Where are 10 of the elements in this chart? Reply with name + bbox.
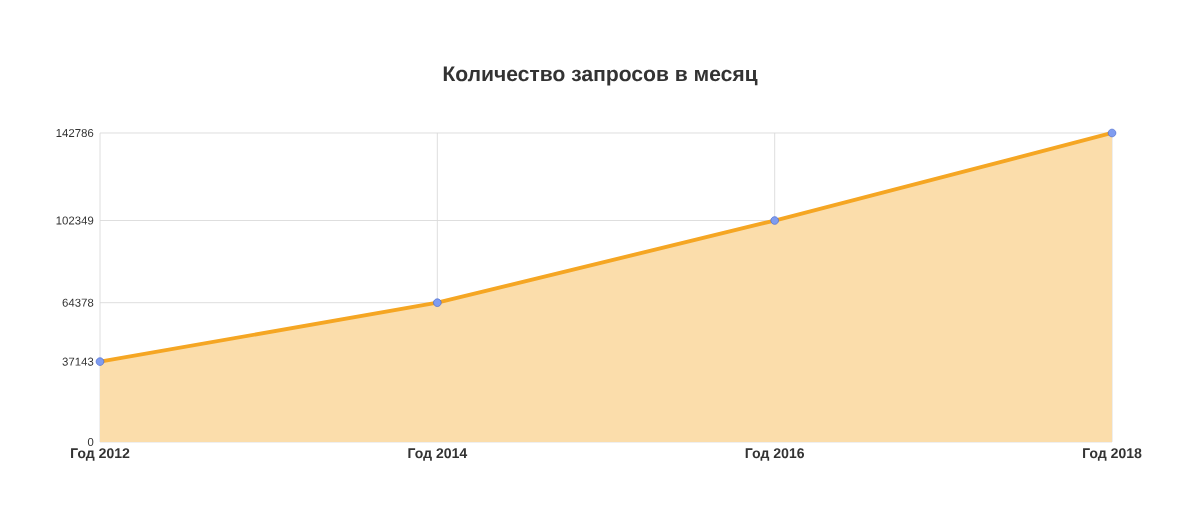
y-tick-label: 102349 — [56, 216, 94, 225]
y-tick-label: 142786 — [56, 128, 94, 138]
chart-title: Количество запросов в месяц — [443, 66, 758, 86]
y-tick-label: 37143 — [62, 357, 94, 366]
y-tick-label: 64378 — [62, 298, 94, 307]
x-tick-label: Год 2012 — [71, 448, 130, 461]
x-tick-label: Год 2016 — [745, 448, 805, 461]
y-tick-label: 0 — [87, 437, 94, 447]
x-tick-label: Год 2014 — [408, 448, 468, 461]
x-tick-label: Год 2018 — [1083, 448, 1142, 461]
